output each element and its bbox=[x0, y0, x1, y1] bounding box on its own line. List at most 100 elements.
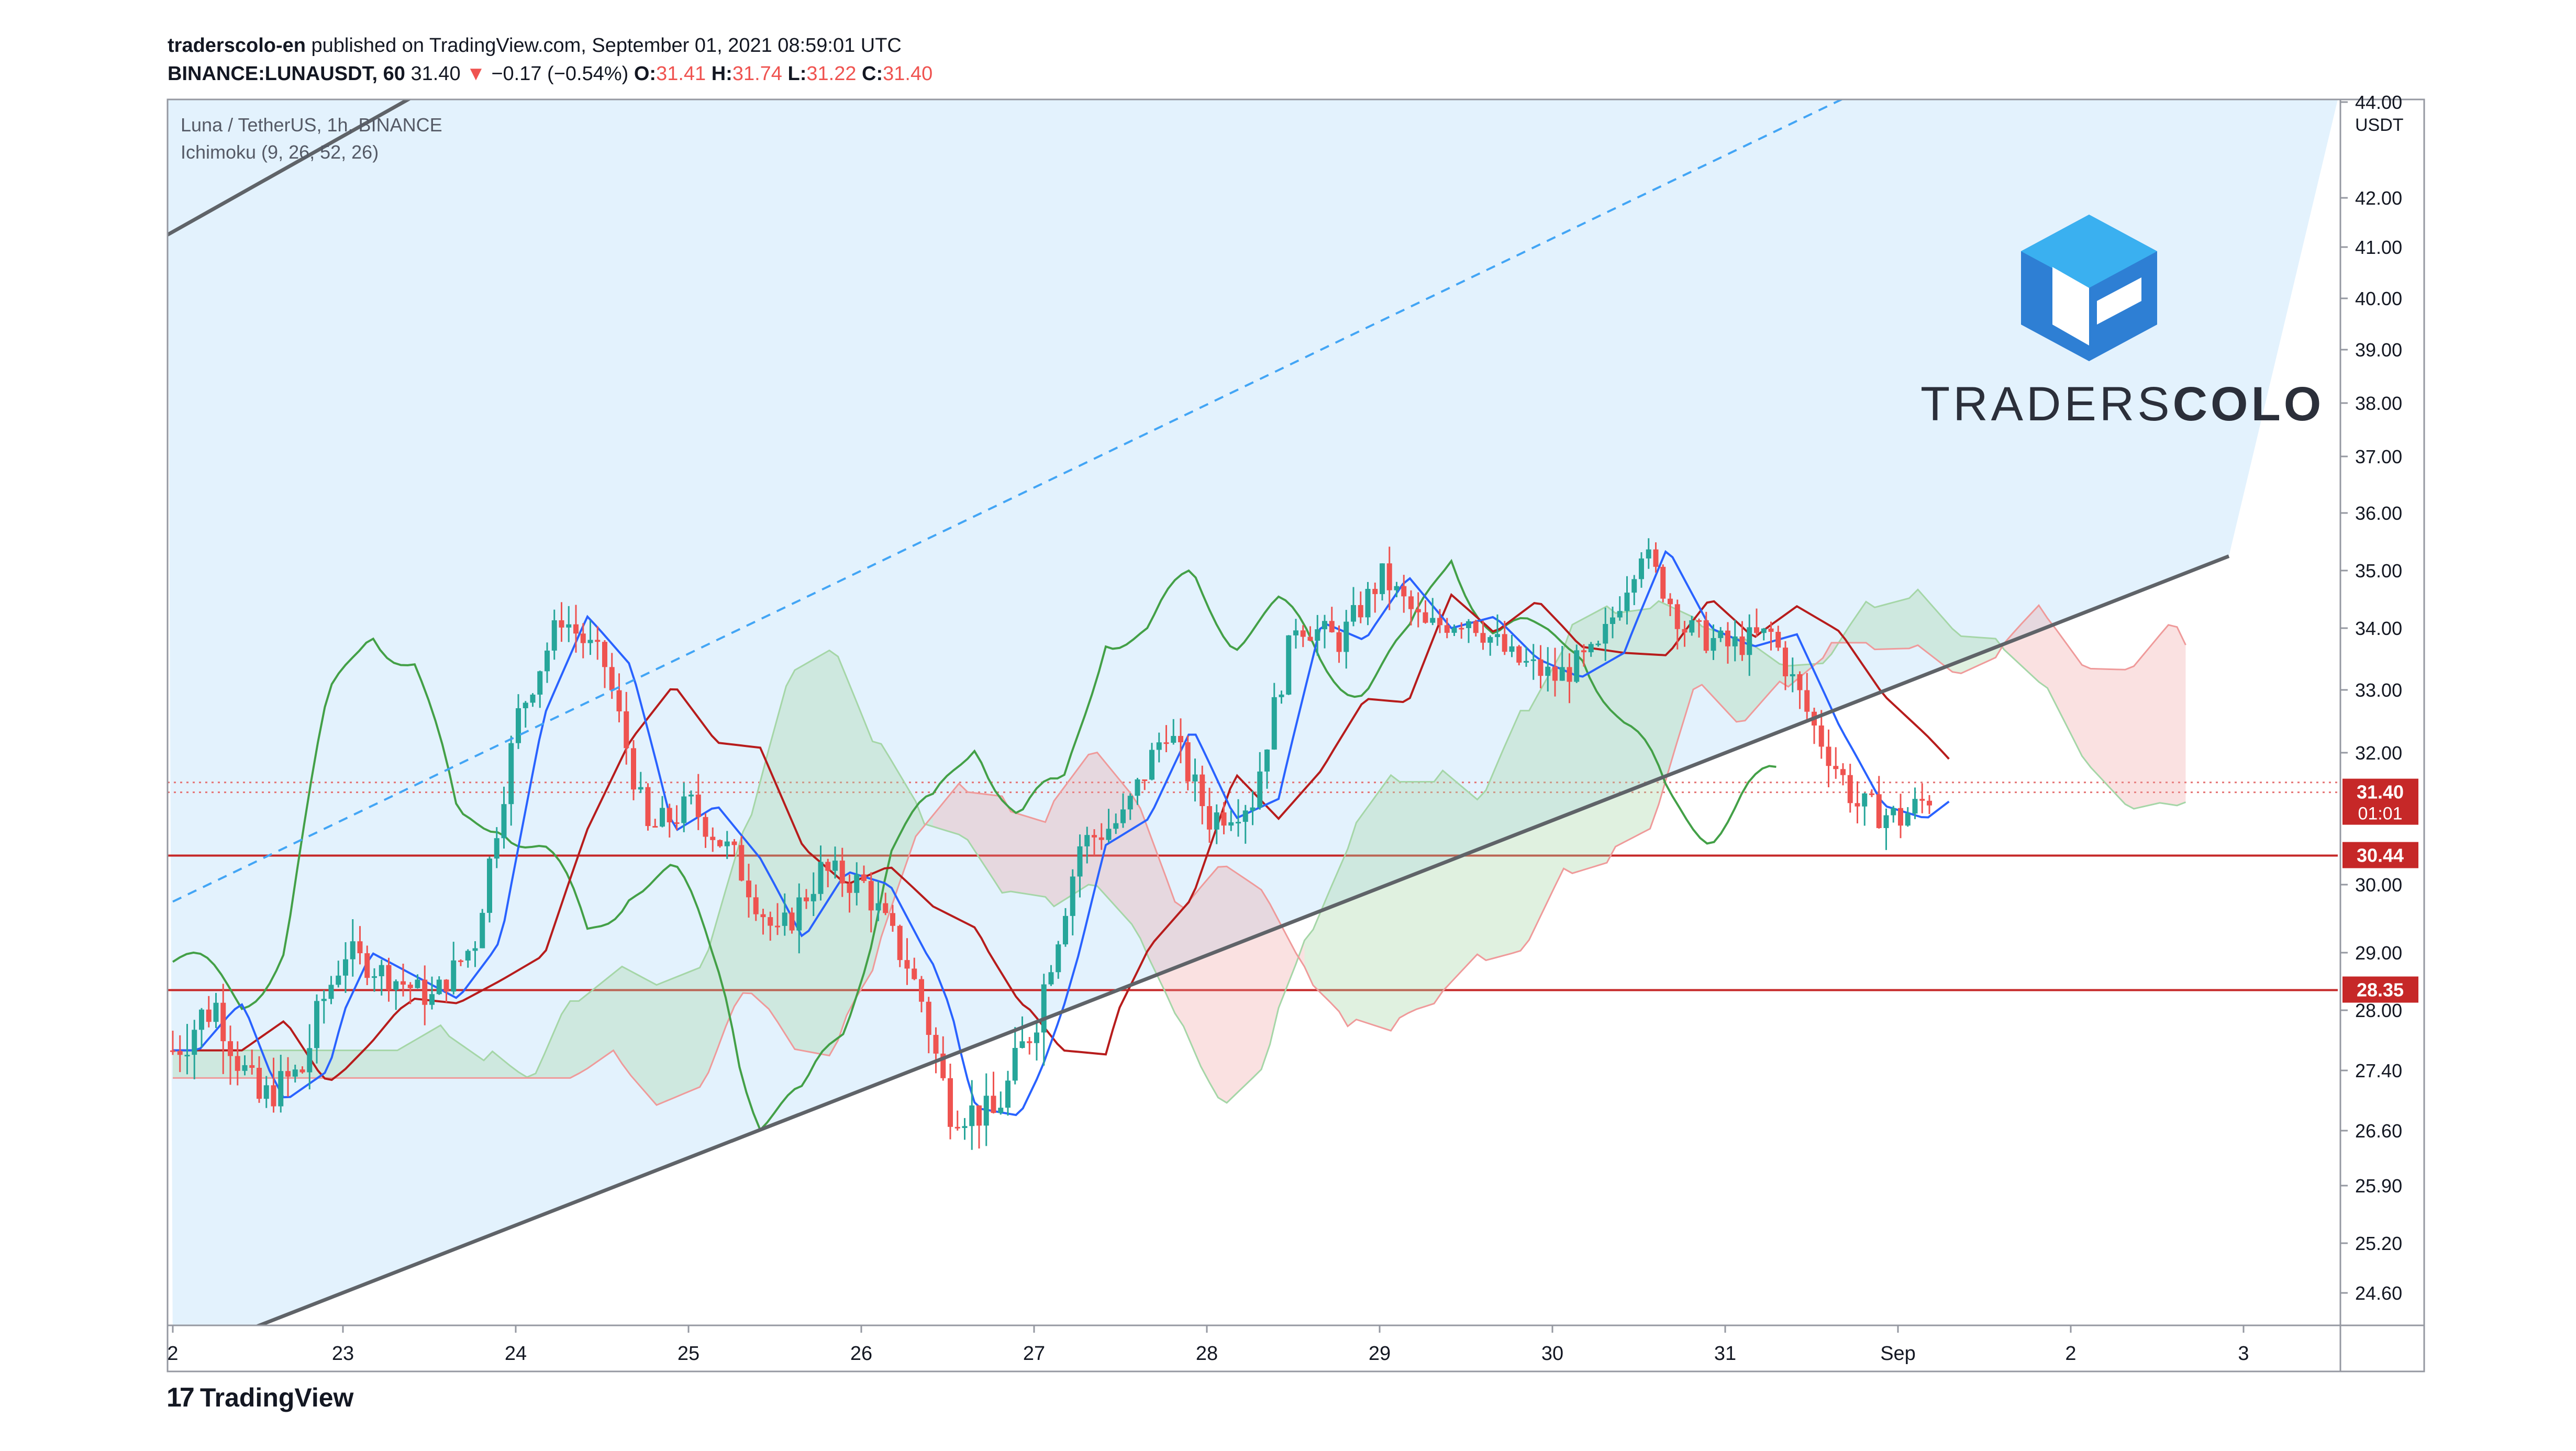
cloud-segment bbox=[1538, 679, 1547, 922]
cloud-segment bbox=[1400, 782, 1408, 1018]
candle-body bbox=[1084, 835, 1090, 846]
candle-body bbox=[1437, 618, 1442, 626]
price-label-box bbox=[2342, 842, 2418, 868]
y-tick-label: 36.00 bbox=[2355, 503, 2402, 524]
cloud-segment bbox=[1529, 695, 1538, 940]
candle-body bbox=[1696, 620, 1702, 622]
candle-body bbox=[1588, 644, 1594, 653]
cloud-segment bbox=[1252, 884, 1261, 1078]
cloud-segment bbox=[2151, 635, 2160, 805]
candle-body bbox=[1725, 630, 1730, 646]
candle-body bbox=[717, 840, 723, 846]
candle-body bbox=[1567, 667, 1572, 682]
x-tick-label: 28 bbox=[1196, 1343, 1218, 1365]
cloud-segment bbox=[449, 1036, 458, 1078]
candle-body bbox=[1919, 799, 1925, 801]
candle-body bbox=[1228, 822, 1234, 826]
candle-body bbox=[839, 861, 845, 884]
candle-body bbox=[1293, 630, 1298, 635]
brand-text-light: TRADERS bbox=[1920, 377, 2173, 431]
cloud-segment bbox=[458, 1042, 467, 1078]
cloud-segment bbox=[1469, 792, 1478, 964]
candle-body bbox=[1336, 632, 1342, 652]
cloud-segment bbox=[561, 1001, 570, 1078]
candle-body bbox=[1257, 771, 1263, 808]
cloud-segment bbox=[726, 861, 735, 1027]
cloud-segment bbox=[397, 1045, 406, 1078]
candle-body bbox=[1668, 598, 1673, 605]
symbol-name: BINANCE:LUNAUSDT, 60 bbox=[168, 63, 405, 85]
cloud-segment bbox=[1356, 810, 1365, 1022]
candle-body bbox=[443, 979, 449, 992]
candle-body bbox=[1912, 799, 1918, 814]
candle-body bbox=[1869, 793, 1874, 795]
candle-body bbox=[1056, 944, 1061, 973]
candle-body bbox=[1077, 846, 1083, 877]
cloud-segment bbox=[406, 1040, 415, 1078]
candle-body bbox=[1847, 775, 1853, 803]
cloud-segment bbox=[976, 793, 985, 866]
candle-body bbox=[379, 965, 384, 976]
indicator-label: Ichimoku (9, 26, 52, 26) bbox=[181, 141, 379, 163]
candle-body bbox=[1466, 621, 1471, 628]
cloud-segment bbox=[1158, 855, 1167, 995]
candle-body bbox=[249, 1065, 255, 1068]
candle-body bbox=[285, 1071, 291, 1077]
cloud-segment bbox=[1425, 782, 1434, 1007]
candle-body bbox=[1207, 806, 1212, 830]
candle-body bbox=[1358, 605, 1363, 618]
cloud-segment bbox=[2177, 627, 2186, 806]
candle-body bbox=[1732, 636, 1738, 646]
candle-body bbox=[357, 941, 363, 954]
candle-body bbox=[1444, 625, 1450, 633]
cloud-segment bbox=[1563, 624, 1572, 874]
candle-body bbox=[1430, 618, 1436, 623]
cloud-segment bbox=[596, 980, 605, 1063]
candle-body bbox=[1401, 586, 1407, 597]
candle-body bbox=[1315, 629, 1320, 641]
candle-body bbox=[789, 912, 795, 931]
candle-body bbox=[1610, 617, 1615, 624]
candle-body bbox=[364, 953, 370, 978]
cloud-segment bbox=[181, 1050, 190, 1078]
candle-body bbox=[537, 671, 543, 695]
candle-body bbox=[753, 897, 759, 914]
brand-text-bold: COLO bbox=[2172, 377, 2325, 431]
candle-body bbox=[1019, 1041, 1025, 1048]
tradingview-logo[interactable]: 17 TradingView bbox=[166, 1382, 353, 1413]
cloud-segment bbox=[682, 971, 691, 1095]
price-label-box bbox=[2342, 976, 2418, 1003]
cloud-segment bbox=[371, 1050, 380, 1078]
candle-body bbox=[1307, 637, 1313, 641]
channel-mid-line bbox=[172, 99, 1844, 903]
cloud-segment bbox=[1849, 614, 1858, 643]
change-arrow-icon: ▼ bbox=[466, 63, 486, 85]
cloud-segment bbox=[855, 698, 864, 999]
candle-body bbox=[1545, 666, 1551, 676]
candle-body bbox=[299, 1069, 305, 1073]
cloud-segment bbox=[1901, 598, 1909, 649]
price-label-box bbox=[2342, 778, 2418, 825]
cloud-segment bbox=[484, 1051, 493, 1078]
candle-body bbox=[1408, 596, 1414, 609]
cloud-segment bbox=[1002, 796, 1011, 893]
cloud-segment bbox=[1615, 612, 1624, 847]
cloud-segment bbox=[1866, 601, 1875, 650]
candle-body bbox=[1423, 612, 1428, 623]
cloud-segment bbox=[579, 994, 587, 1074]
candle-body bbox=[1092, 835, 1097, 838]
candle-body bbox=[1322, 621, 1327, 630]
candle-body bbox=[343, 959, 348, 976]
cloud-segment bbox=[2073, 653, 2082, 756]
chart-frame bbox=[166, 98, 2425, 1372]
cloud-segment bbox=[1227, 866, 1236, 1103]
y-tick-label: 28.00 bbox=[2355, 1000, 2402, 1021]
cloud-segment bbox=[993, 795, 1002, 893]
cloud-segment bbox=[820, 650, 829, 1056]
chikou-span bbox=[172, 559, 1776, 1132]
cloud-segment bbox=[509, 1065, 518, 1078]
x-tick-label: 3 bbox=[2238, 1343, 2249, 1365]
candle-body bbox=[875, 903, 881, 911]
cloud-segment bbox=[1477, 790, 1486, 961]
